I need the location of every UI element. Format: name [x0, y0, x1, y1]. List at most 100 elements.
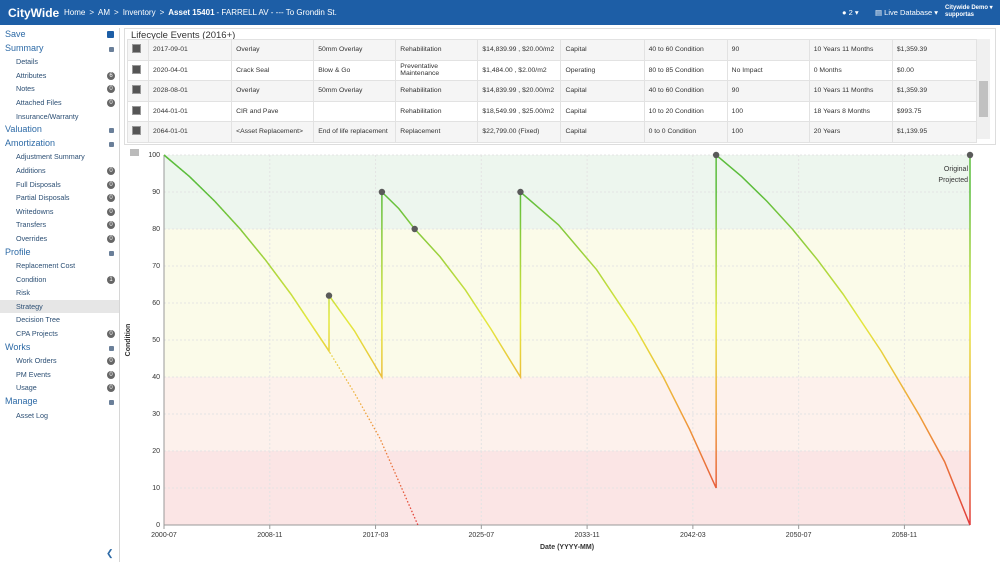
nav-item[interactable]: Additions 0 [0, 164, 119, 178]
table-cell: Rehabilitation [395, 80, 479, 102]
edit-button[interactable] [132, 126, 141, 136]
row-action [126, 39, 150, 61]
nav-item[interactable]: Strategy [0, 299, 119, 314]
nav-item[interactable]: Attributes 6 [0, 69, 119, 83]
section-header[interactable]: Amortization [0, 137, 119, 151]
section-header[interactable]: Works [0, 341, 119, 355]
chart: 0 10 20 30 40 50 60 70 80 90 100 2000-07 2008-11 2017… [125, 149, 974, 551]
legend-entry[interactable]: Original [944, 166, 969, 173]
nav-item[interactable]: Details [0, 55, 119, 69]
section-header[interactable]: Summary [0, 42, 119, 56]
event-marker[interactable] [378, 188, 386, 196]
nav-item[interactable]: Risk [0, 286, 119, 300]
sidebar: Save Summary Details Attributes 6 Notes 0 Attac… [0, 28, 120, 562]
nav-item[interactable]: Attached Files 0 [0, 96, 119, 110]
table-cell: 2064-01-01 [148, 121, 233, 143]
section-icon [109, 345, 114, 351]
table-cell: $22,799.00 (Fixed) [477, 121, 562, 143]
nav-item[interactable]: PM Events 0 [0, 368, 119, 382]
crumb[interactable]: Home [64, 8, 86, 17]
events-table: 2017-09-01 Overlay 50mm Overlay Rehabilitat… [126, 39, 978, 143]
table-cell: $1,359.39 [891, 80, 978, 102]
table-cell: 2020-04-01 [148, 59, 233, 81]
section-header[interactable]: Manage [0, 395, 119, 409]
table-cell [313, 100, 397, 122]
table-cell: 90 [726, 80, 810, 102]
crumb[interactable]: Inventory [122, 8, 156, 17]
row-action [126, 100, 150, 122]
table-cell: Crack Seal [231, 59, 315, 81]
table-cell: Capital [560, 80, 645, 102]
nav-item[interactable]: Usage 0 [0, 381, 119, 395]
nav-badge: 0 [107, 85, 115, 94]
section-title: Valuation [5, 124, 42, 135]
x-tick-label: 2042-03 [680, 532, 706, 539]
nav-item[interactable]: Notes 0 [0, 82, 119, 96]
panel-title: Lifecycle Events (2016+) [131, 30, 236, 41]
condition-band [164, 155, 970, 229]
event-marker[interactable] [712, 151, 720, 159]
edit-button[interactable] [132, 44, 141, 54]
nav-item[interactable]: Decision Tree [0, 313, 119, 327]
nav-badge: 0 [107, 180, 115, 189]
table-cell: $18,549.99 , $25.00/m2 [477, 100, 562, 122]
nav-label: Adjustment Summary [16, 152, 85, 162]
nav-label: Asset Log [16, 410, 48, 420]
edit-button[interactable] [132, 85, 141, 95]
y-tick-label: 70 [152, 263, 160, 270]
user-menu[interactable]: ● 2 ▾ [842, 8, 859, 17]
nav-label: Decision Tree [16, 315, 60, 325]
camera-icon[interactable] [130, 149, 139, 156]
event-marker[interactable] [325, 292, 333, 299]
brand[interactable]: CityWide [8, 6, 60, 20]
database-menu[interactable]: ▤ Live Database ▾ [875, 8, 938, 17]
table-cell: <Asset Replacement> [231, 121, 315, 143]
crumb[interactable]: AM [98, 8, 111, 17]
nav-label: Writedowns [16, 206, 54, 216]
nav-label: Transfers [16, 220, 47, 230]
table-cell: Rehabilitation [395, 100, 479, 122]
lifecycle-panel: Lifecycle Events (2016+) 2017-09-01 Overl… [124, 28, 996, 145]
event-marker[interactable] [411, 225, 418, 233]
edit-button[interactable] [132, 105, 141, 115]
event-marker[interactable] [966, 151, 974, 159]
nav-item[interactable]: Overrides 0 [0, 232, 119, 246]
nav-item[interactable]: Asset Log [0, 409, 119, 423]
account-menu[interactable]: Citywide Demo ▾ supportas [945, 5, 993, 18]
table-cell: 20 Years [808, 121, 893, 143]
scroll-thumb[interactable] [979, 81, 988, 117]
nav-label: Risk [16, 288, 30, 298]
collapse-button[interactable]: ❮ [106, 548, 114, 558]
table-cell: 50mm Overlay [313, 39, 397, 61]
table-row: 2020-04-01 Crack Seal Blow & Go Preventativ… [126, 59, 978, 81]
event-marker[interactable] [517, 188, 524, 196]
nav-item[interactable]: Adjustment Summary [0, 150, 119, 164]
edit-button[interactable] [132, 64, 141, 74]
nav-item[interactable]: Writedowns 0 [0, 205, 119, 219]
nav-item[interactable]: Work Orders 0 [0, 354, 119, 368]
save-icon [107, 31, 114, 38]
table-row: 2064-01-01 <Asset Replacement> End of life… [126, 121, 978, 143]
nav-item[interactable]: Replacement Cost [0, 259, 119, 273]
table-cell: $1,139.95 [891, 121, 978, 143]
nav-item[interactable]: Insurance/Warranty [0, 110, 119, 124]
scrollbar[interactable] [977, 39, 990, 139]
save-button[interactable]: Save [0, 28, 119, 42]
y-tick-label: 20 [152, 448, 160, 455]
row-action [126, 80, 150, 102]
crumb-separator: > [89, 8, 95, 17]
y-tick-label: 90 [152, 189, 160, 196]
legend-entry[interactable]: Projected [938, 177, 968, 184]
asset-desc: - FARRELL AV - --- To Grondin St. [216, 8, 337, 17]
nav-badge: 0 [107, 98, 115, 107]
nav-item[interactable]: Transfers 0 [0, 218, 119, 232]
nav-item[interactable]: Partial Disposals 0 [0, 191, 119, 205]
section-header[interactable]: Profile [0, 246, 119, 260]
crumb-asset: Asset 15401 [168, 8, 215, 17]
table-cell: 100 [726, 100, 810, 122]
nav-item[interactable]: Condition 1 [0, 273, 119, 287]
section-header[interactable]: Valuation [0, 123, 119, 137]
row-action [126, 121, 150, 143]
nav-item[interactable]: CPA Projects 0 [0, 327, 119, 341]
nav-item[interactable]: Full Disposals 0 [0, 178, 119, 192]
